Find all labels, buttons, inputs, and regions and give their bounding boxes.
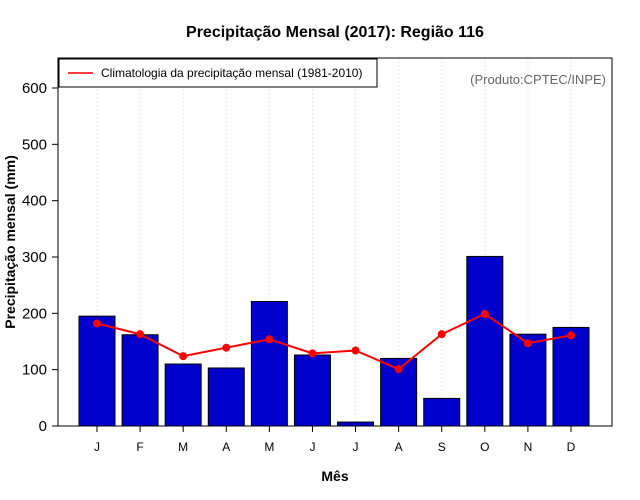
climatology-point [351, 346, 360, 355]
climatology-point [93, 319, 101, 328]
legend-label: Climatologia da precipitação mensal (198… [101, 66, 362, 80]
bar [423, 397, 461, 427]
x-tick-label: N [524, 440, 533, 454]
chart-title: Precipitação Mensal (2017): Região 116 [186, 24, 484, 41]
bar [207, 367, 245, 427]
x-tick-label: J [309, 440, 315, 454]
x-tick-label: A [222, 440, 230, 454]
y-tick-label: 500 [22, 136, 47, 153]
y-tick-label: 600 [22, 80, 47, 97]
credit-annotation: (Produto:CPTEC/INPE) [470, 72, 606, 87]
x-tick-label: S [438, 440, 446, 454]
y-tick-label: 400 [22, 193, 47, 210]
bar [164, 363, 202, 427]
bar [293, 354, 331, 427]
legend-box [58, 58, 378, 88]
grid [96, 58, 572, 426]
legend: Climatologia da precipitação mensal (198… [58, 58, 378, 88]
x-tick-label: A [395, 440, 403, 454]
climatology-point [308, 349, 317, 358]
bar [552, 326, 590, 427]
climatology-point [567, 331, 575, 340]
x-tick-label: F [136, 440, 143, 454]
y-tick-label: 200 [22, 305, 47, 322]
climatology-point [136, 330, 145, 339]
bar [337, 421, 375, 427]
y-axis: 0 100 200 300 400 500 600 [22, 80, 58, 435]
bar [121, 334, 159, 427]
climatology-point [437, 330, 446, 339]
climatology-line [96, 312, 572, 371]
x-tick-label: J [353, 440, 359, 454]
plot-frame [57, 57, 613, 427]
climatology-point [394, 365, 403, 374]
bar [78, 315, 116, 427]
x-tick-label: M [178, 440, 188, 454]
bar-series [78, 255, 590, 427]
x-tick-label: J [94, 440, 100, 454]
x-axis-label: Mês [321, 468, 348, 484]
y-axis-label: Precipitação mensal (mm) [2, 155, 18, 329]
climatology-point [480, 309, 489, 318]
bar [466, 255, 504, 427]
climatology-point [179, 352, 188, 361]
climatology-series [93, 309, 575, 374]
y-tick-label: 300 [22, 249, 47, 266]
y-tick-label: 100 [22, 362, 47, 379]
x-tick-label: M [264, 440, 274, 454]
climatology-point [222, 343, 231, 352]
climatology-point [265, 335, 274, 344]
bar [250, 301, 288, 427]
y-tick-label: 0 [39, 418, 47, 435]
climatology-point [523, 339, 532, 348]
x-tick-label: O [480, 440, 489, 454]
x-tick-label: D [567, 440, 576, 454]
bar [509, 333, 547, 427]
